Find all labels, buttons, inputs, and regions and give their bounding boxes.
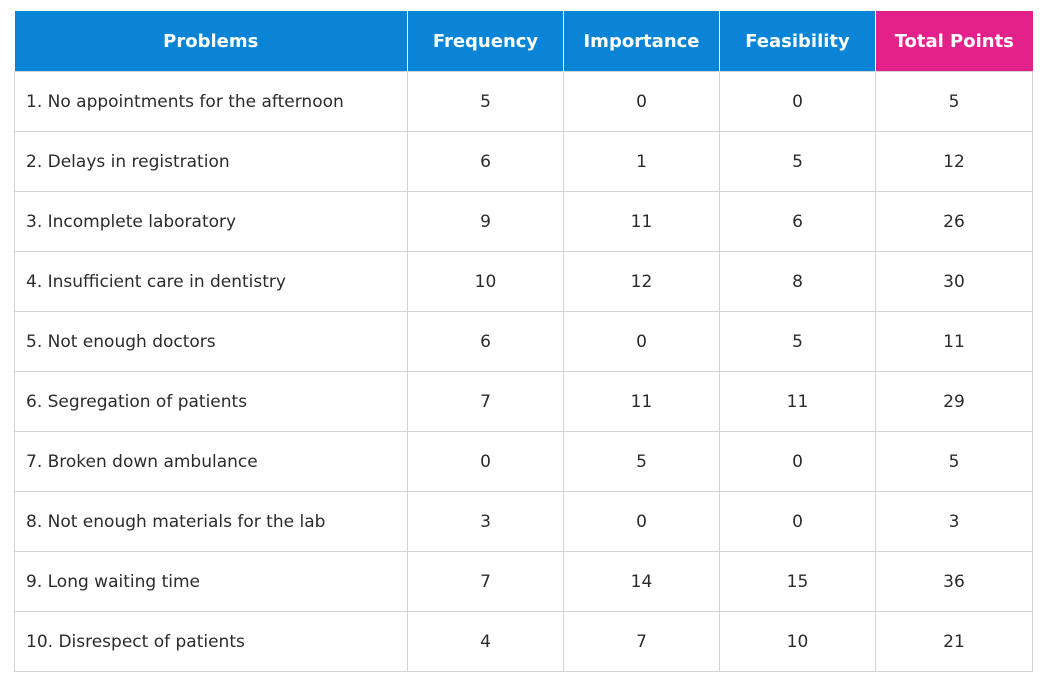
- frequency-cell: 0: [407, 431, 564, 492]
- prioritization-table: Problems Frequency Importance Feasibilit…: [14, 11, 1033, 672]
- table-body: 1. No appointments for the afternoon 5 0…: [14, 71, 1033, 672]
- problem-cell: 8. Not enough materials for the lab: [14, 491, 408, 552]
- feasibility-cell: 0: [719, 71, 876, 132]
- feasibility-cell: 0: [719, 491, 876, 552]
- frequency-cell: 4: [407, 611, 564, 672]
- importance-cell: 0: [563, 491, 720, 552]
- feasibility-cell: 10: [719, 611, 876, 672]
- table-row: 4. Insufficient care in dentistry 10 12 …: [14, 251, 1033, 312]
- frequency-cell: 5: [407, 71, 564, 132]
- total-points-cell: 26: [875, 191, 1033, 252]
- total-points-cell: 3: [875, 491, 1033, 552]
- problem-cell: 1. No appointments for the afternoon: [14, 71, 408, 132]
- header-feasibility: Feasibility: [719, 11, 876, 72]
- feasibility-cell: 5: [719, 311, 876, 372]
- total-points-cell: 30: [875, 251, 1033, 312]
- importance-cell: 11: [563, 191, 720, 252]
- total-points-cell: 21: [875, 611, 1033, 672]
- total-points-cell: 5: [875, 431, 1033, 492]
- total-points-cell: 36: [875, 551, 1033, 612]
- table-header: Problems Frequency Importance Feasibilit…: [14, 11, 1033, 72]
- table-row: 6. Segregation of patients 7 11 11 29: [14, 371, 1033, 432]
- header-frequency: Frequency: [407, 11, 564, 72]
- problem-cell: 6. Segregation of patients: [14, 371, 408, 432]
- header-importance: Importance: [563, 11, 720, 72]
- problem-cell: 3. Incomplete laboratory: [14, 191, 408, 252]
- frequency-cell: 6: [407, 311, 564, 372]
- problem-cell: 10. Disrespect of patients: [14, 611, 408, 672]
- feasibility-cell: 6: [719, 191, 876, 252]
- frequency-cell: 3: [407, 491, 564, 552]
- table-row: 2. Delays in registration 6 1 5 12: [14, 131, 1033, 192]
- importance-cell: 0: [563, 71, 720, 132]
- feasibility-cell: 11: [719, 371, 876, 432]
- problem-cell: 2. Delays in registration: [14, 131, 408, 192]
- importance-cell: 14: [563, 551, 720, 612]
- table-row: 8. Not enough materials for the lab 3 0 …: [14, 491, 1033, 552]
- table-row: 3. Incomplete laboratory 9 11 6 26: [14, 191, 1033, 252]
- header-row: Problems Frequency Importance Feasibilit…: [14, 11, 1033, 72]
- importance-cell: 7: [563, 611, 720, 672]
- frequency-cell: 7: [407, 551, 564, 612]
- frequency-cell: 9: [407, 191, 564, 252]
- feasibility-cell: 0: [719, 431, 876, 492]
- table-row: 1. No appointments for the afternoon 5 0…: [14, 71, 1033, 132]
- importance-cell: 5: [563, 431, 720, 492]
- importance-cell: 12: [563, 251, 720, 312]
- feasibility-cell: 8: [719, 251, 876, 312]
- table-row: 9. Long waiting time 7 14 15 36: [14, 551, 1033, 612]
- table-row: 10. Disrespect of patients 4 7 10 21: [14, 611, 1033, 672]
- problem-cell: 4. Insufficient care in dentistry: [14, 251, 408, 312]
- importance-cell: 1: [563, 131, 720, 192]
- feasibility-cell: 15: [719, 551, 876, 612]
- feasibility-cell: 5: [719, 131, 876, 192]
- header-total-points: Total Points: [875, 11, 1033, 72]
- importance-cell: 11: [563, 371, 720, 432]
- importance-cell: 0: [563, 311, 720, 372]
- total-points-cell: 29: [875, 371, 1033, 432]
- frequency-cell: 6: [407, 131, 564, 192]
- total-points-cell: 12: [875, 131, 1033, 192]
- total-points-cell: 11: [875, 311, 1033, 372]
- problem-cell: 5. Not enough doctors: [14, 311, 408, 372]
- frequency-cell: 10: [407, 251, 564, 312]
- total-points-cell: 5: [875, 71, 1033, 132]
- problem-cell: 7. Broken down ambulance: [14, 431, 408, 492]
- table-row: 7. Broken down ambulance 0 5 0 5: [14, 431, 1033, 492]
- header-problems: Problems: [14, 11, 408, 72]
- problem-cell: 9. Long waiting time: [14, 551, 408, 612]
- table-row: 5. Not enough doctors 6 0 5 11: [14, 311, 1033, 372]
- frequency-cell: 7: [407, 371, 564, 432]
